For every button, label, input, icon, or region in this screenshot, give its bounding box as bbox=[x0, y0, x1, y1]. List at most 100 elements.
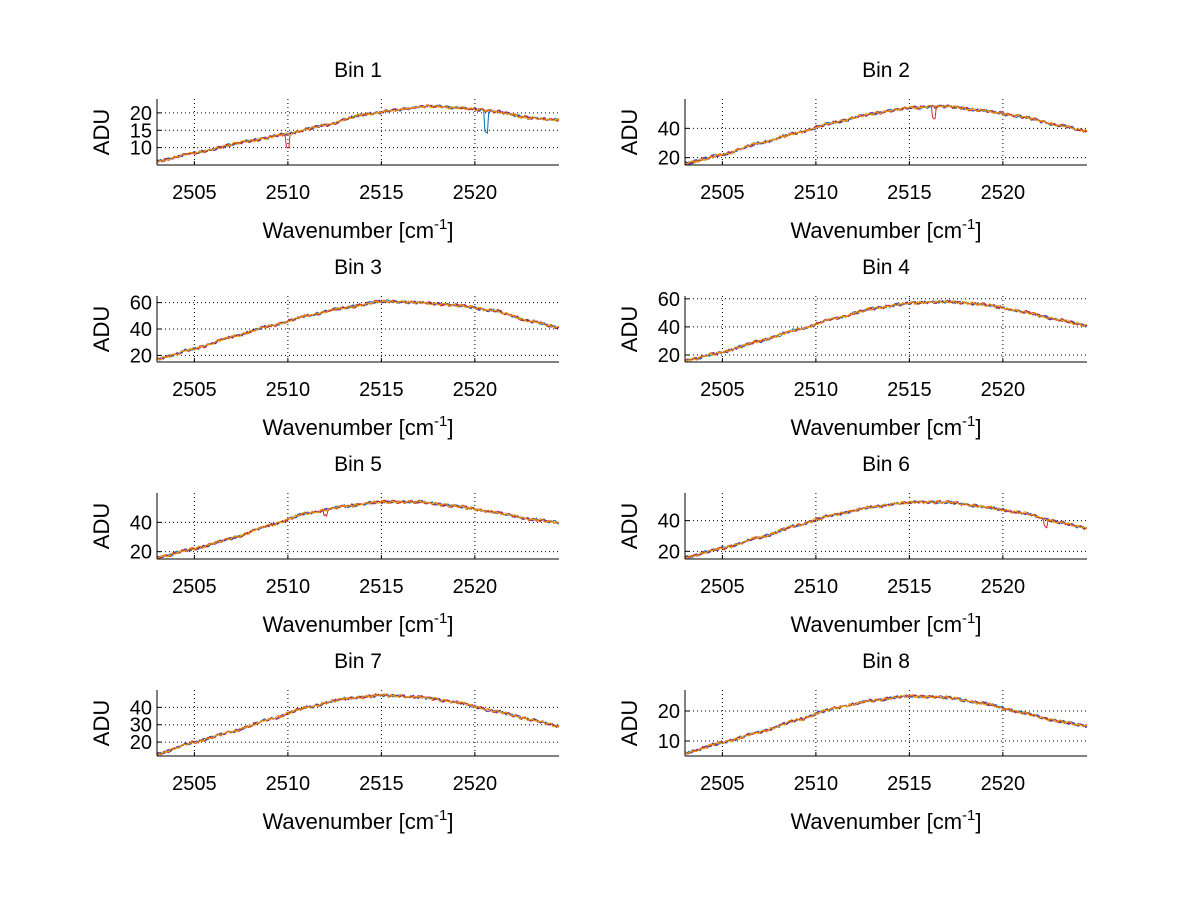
x-tick-label: 2520 bbox=[453, 379, 498, 401]
x-tick-label: 2505 bbox=[700, 576, 745, 598]
x-tick-label: 2505 bbox=[700, 182, 745, 204]
x-axis-label-superscript: -1 bbox=[434, 807, 447, 824]
series-line-3 bbox=[156, 299, 560, 360]
series-line-3 bbox=[684, 104, 1088, 166]
x-axis-label-end: ] bbox=[975, 612, 981, 637]
y-tick-label: 20 bbox=[130, 345, 152, 367]
x-axis-label: Wavenumber [cm-1] bbox=[262, 610, 453, 637]
series-line-2 bbox=[684, 694, 1088, 754]
series-line-2 bbox=[684, 499, 1088, 559]
series-line-1 bbox=[684, 299, 1088, 362]
series-line-2 bbox=[156, 500, 560, 558]
x-axis-label-end: ] bbox=[447, 809, 453, 834]
series-line-4 bbox=[684, 500, 1088, 559]
x-axis-label-end: ] bbox=[975, 415, 981, 440]
series-line-4 bbox=[684, 694, 1088, 755]
x-tick-label: 2510 bbox=[266, 379, 311, 401]
x-axis-label-superscript: -1 bbox=[962, 413, 975, 430]
y-tick-label: 20 bbox=[130, 542, 152, 564]
x-tick-label: 2515 bbox=[887, 379, 932, 401]
series-line-4 bbox=[156, 499, 560, 559]
x-tick-label: 2515 bbox=[359, 576, 404, 598]
y-axis-label: ADU bbox=[89, 306, 114, 352]
y-tick-label: 30 bbox=[130, 715, 152, 737]
y-axis-label: ADU bbox=[89, 109, 114, 155]
y-tick-label: 20 bbox=[658, 148, 680, 170]
x-tick-label: 2510 bbox=[794, 182, 839, 204]
series-line-1 bbox=[684, 104, 1088, 165]
x-tick-label: 2510 bbox=[266, 182, 311, 204]
x-axis-label-superscript: -1 bbox=[434, 413, 447, 430]
y-axis-label: ADU bbox=[617, 306, 642, 352]
x-axis-label: Wavenumber [cm-1] bbox=[262, 216, 453, 243]
x-tick-label: 2520 bbox=[981, 379, 1026, 401]
y-tick-label: 40 bbox=[130, 512, 152, 534]
x-tick-label: 2520 bbox=[981, 576, 1026, 598]
series-line-4 bbox=[156, 104, 560, 163]
y-tick-label: 40 bbox=[658, 317, 680, 339]
x-axis-label-end: ] bbox=[975, 809, 981, 834]
x-axis-label-text: Wavenumber [cm bbox=[790, 415, 962, 440]
x-tick-label: 2510 bbox=[794, 379, 839, 401]
y-tick-label: 40 bbox=[130, 697, 152, 719]
y-tick-label: 40 bbox=[658, 118, 680, 140]
x-axis-label-end: ] bbox=[447, 612, 453, 637]
series-line-4 bbox=[685, 104, 1088, 165]
x-tick-label: 2505 bbox=[172, 182, 217, 204]
x-tick-label: 2515 bbox=[887, 576, 932, 598]
subplot-title: Bin 4 bbox=[862, 256, 910, 279]
x-axis-label-text: Wavenumber [cm bbox=[262, 218, 434, 243]
x-axis-label: Wavenumber [cm-1] bbox=[262, 807, 453, 834]
y-tick-label: 20 bbox=[130, 732, 152, 754]
subplot-8: 2505 2510 2515 2520 10 20 Bin 8 ADU Wavenumber [… bbox=[617, 650, 1088, 834]
x-axis-label-superscript: -1 bbox=[962, 216, 975, 233]
x-axis-label-text: Wavenumber [cm bbox=[262, 415, 434, 440]
y-tick-label: 20 bbox=[658, 701, 680, 723]
x-axis-label-end: ] bbox=[447, 218, 453, 243]
y-axis-label: ADU bbox=[617, 503, 642, 549]
subplot-title: Bin 2 bbox=[862, 59, 910, 82]
y-tick-label: 60 bbox=[658, 289, 680, 311]
series-line-4 bbox=[156, 693, 560, 756]
y-tick-label: 15 bbox=[130, 120, 152, 142]
x-tick-label: 2505 bbox=[700, 773, 745, 795]
y-tick-label: 40 bbox=[658, 511, 680, 533]
x-tick-label: 2515 bbox=[887, 182, 932, 204]
x-axis-label-text: Wavenumber [cm bbox=[262, 612, 434, 637]
y-axis-label: ADU bbox=[89, 503, 114, 549]
x-tick-label: 2505 bbox=[172, 773, 217, 795]
x-tick-label: 2520 bbox=[981, 773, 1026, 795]
y-tick-label: 10 bbox=[130, 138, 152, 160]
series-line-2 bbox=[684, 104, 1088, 165]
x-tick-label: 2510 bbox=[266, 773, 311, 795]
x-axis-label-superscript: -1 bbox=[434, 216, 447, 233]
series-line-3 bbox=[156, 499, 560, 559]
subplot-6: 2505 2510 2515 2520 20 40 Bin 6 ADU Wavenumber [… bbox=[617, 453, 1088, 637]
series-line-1 bbox=[684, 694, 1088, 754]
x-tick-label: 2515 bbox=[359, 182, 404, 204]
x-tick-label: 2505 bbox=[172, 379, 217, 401]
x-tick-label: 2510 bbox=[266, 576, 311, 598]
x-axis-label-text: Wavenumber [cm bbox=[790, 218, 962, 243]
x-tick-label: 2505 bbox=[172, 576, 217, 598]
x-axis-label-text: Wavenumber [cm bbox=[790, 809, 962, 834]
subplot-title: Bin 8 bbox=[862, 650, 910, 673]
x-axis-label-superscript: -1 bbox=[962, 807, 975, 824]
y-axis-label: ADU bbox=[617, 700, 642, 746]
x-tick-label: 2510 bbox=[794, 576, 839, 598]
x-axis-label: Wavenumber [cm-1] bbox=[790, 216, 981, 243]
x-axis-label-end: ] bbox=[447, 415, 453, 440]
x-tick-label: 2505 bbox=[700, 379, 745, 401]
series-line-1 bbox=[156, 299, 560, 361]
x-axis-label-superscript: -1 bbox=[962, 610, 975, 627]
subplot-title: Bin 3 bbox=[334, 256, 382, 279]
x-tick-label: 2520 bbox=[453, 773, 498, 795]
y-tick-label: 40 bbox=[130, 319, 152, 341]
x-axis-label-superscript: -1 bbox=[434, 610, 447, 627]
series-line-1 bbox=[156, 499, 559, 559]
x-tick-label: 2520 bbox=[453, 182, 498, 204]
x-axis-label: Wavenumber [cm-1] bbox=[790, 807, 981, 834]
y-tick-label: 20 bbox=[130, 103, 152, 125]
